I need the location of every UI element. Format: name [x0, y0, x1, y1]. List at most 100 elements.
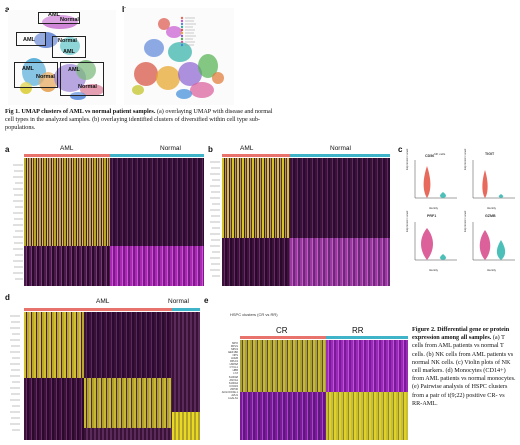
umap-label: AML	[68, 67, 80, 73]
violin-gzmb-plot	[472, 222, 515, 261]
fig2-panel-b-letter: b	[208, 145, 213, 154]
fig2-panel-d-letter: d	[5, 293, 10, 302]
umap-label: Normal	[36, 74, 55, 80]
gene-label: AZU1	[231, 393, 238, 397]
heatmap-d-gene-axis	[8, 312, 22, 440]
heatmap-a	[24, 154, 204, 286]
violin-gzmb-xlabel: Identity	[487, 268, 497, 272]
gene-label: S100A4	[228, 381, 238, 385]
fig2-panel-a-letter: a	[5, 145, 10, 154]
violin-tigit-plot	[472, 160, 515, 199]
violin-gzmb: GZMB Expression Level Identity	[463, 210, 519, 276]
heatmap-a-normal-high	[110, 246, 204, 286]
figure-2-caption: Figure 2. Differential gene or protein e…	[412, 326, 516, 408]
violin-cd56-xlabel: Identity	[429, 206, 439, 210]
gene-label: MPO	[232, 342, 238, 345]
violin-tigit-xlabel: Identity	[487, 206, 497, 210]
fig2-panel-e-letter: e	[204, 296, 209, 305]
gene-label: LDHB	[231, 357, 238, 361]
heatmap-a-normal-title: Normal	[160, 145, 181, 152]
gene-label: S100A8	[228, 375, 238, 379]
umap-cluster-scatter	[132, 18, 224, 99]
heatmap-d-aml-title: AML	[96, 298, 110, 305]
heatmap-e-rr-title: RR	[352, 326, 364, 335]
heatmap-a-aml-low	[24, 246, 110, 286]
gene-label: LYZ	[233, 372, 238, 376]
figure-2-caption-text: (a) T cells from AML patients vs normal …	[412, 334, 516, 407]
umap-box	[16, 32, 46, 46]
gene-label: EEF1B2	[228, 351, 238, 355]
heatmap-e-rr-high	[326, 392, 408, 440]
heatmap-a-gene-ticks	[12, 164, 23, 280]
heatmap-a-aml-high	[24, 158, 110, 246]
heatmap-e-cr-title: CR	[276, 326, 288, 335]
heatmap-d-normal-bar	[172, 308, 200, 311]
umap-box	[14, 62, 58, 88]
violin-prf1: PRF1 Expression Level Identity	[405, 210, 461, 276]
figure-1-caption-text: (a) overlaying UMAP with disease and nor…	[5, 108, 273, 132]
heatmap-b-aml-low	[222, 238, 290, 286]
heatmap-e-cr-bar	[240, 336, 326, 339]
heatmap-b-aml-title: AML	[240, 145, 254, 152]
heatmap-b-gene-axis	[208, 158, 222, 286]
gene-label: MPLS	[230, 345, 238, 349]
violin-cd56-ylabel: Expression Level	[405, 148, 409, 170]
heatmap-d-block	[84, 378, 172, 428]
heatmap-d-block	[172, 412, 200, 440]
umap-label: AML	[23, 37, 35, 43]
heatmap-b-normal-bar	[290, 154, 390, 157]
figure-2-caption-title: Figure 2. Differential gene or protein e…	[412, 326, 510, 342]
heatmap-d-block	[172, 312, 200, 412]
umap-box	[38, 12, 80, 24]
violin-cd56-plot	[414, 160, 457, 199]
heatmap-a-normal-bar	[110, 154, 204, 157]
cluster-legend-swatches	[180, 16, 196, 47]
umap-label: AML	[48, 12, 60, 18]
heatmap-a-normal-low	[110, 158, 204, 246]
gene-label: NPS	[232, 354, 238, 358]
gene-label: ZFP36	[230, 387, 238, 391]
fig1-panel-a-letter: a	[5, 5, 9, 14]
violin-cd56: CD56NK cells Expression Level Identity	[405, 148, 461, 212]
heatmap-b-normal-low	[290, 158, 390, 238]
heatmap-a-aml-bar	[24, 154, 110, 157]
umap-box	[60, 62, 104, 96]
heatmap-b-aml-high	[222, 158, 290, 238]
gene-label: ACGOOOIE.1	[221, 390, 238, 394]
heatmap-b-normal-title: Normal	[330, 145, 351, 152]
figure-1-caption: Fig 1. UMAP clusters of AML vs normal pa…	[5, 108, 275, 133]
violin-tigit-title: TIGIT	[485, 152, 495, 156]
gene-label: HBB	[232, 369, 238, 373]
heatmap-d-block	[24, 378, 84, 440]
violin-gzmb-title: GZMB	[485, 214, 496, 218]
umap-box	[52, 36, 86, 58]
heatmap-d-normal-title: Normal	[168, 298, 189, 305]
heatmap-e-gene-labels: MPO MPLS MPL9 EEF1B2 NPS LDHB RPL19 HSPA…	[204, 342, 239, 440]
gene-label: CYCL1	[229, 366, 238, 370]
heatmap-e-header: HSPC clusters (CR vs RR)	[230, 312, 278, 317]
violin-tigit-ylabel: Expression Level	[463, 148, 467, 170]
gene-label: HSPA8	[229, 363, 238, 367]
gene-label: CXCR4	[229, 384, 238, 388]
heatmap-d-aml-bar	[24, 308, 172, 311]
fig2-panel-c-letter: c	[398, 145, 403, 154]
gene-label: MPL9	[231, 348, 238, 352]
gene-label: ANXA1	[229, 378, 238, 382]
heatmap-b-gene-ticks	[210, 161, 220, 277]
figure-1-caption-title: Fig 1. UMAP clusters of AML vs normal pa…	[5, 108, 156, 115]
cluster-legend	[180, 16, 202, 48]
heatmap-b-normal-high	[290, 238, 390, 286]
violin-gzmb-ylabel: Expression Level	[463, 210, 467, 232]
violin-prf1-ylabel: Expression Level	[405, 210, 409, 232]
heatmap-e-cr-high	[240, 340, 326, 392]
umap-disease-panel: AML Normal AML Normal AML AML AML Normal…	[8, 10, 116, 105]
umap-label: Normal	[60, 17, 79, 23]
violin-cd56-title: CD56NK cells	[425, 152, 446, 159]
umap-label: Normal	[78, 84, 97, 90]
heatmap-e	[240, 336, 408, 440]
umap-label: AML	[63, 49, 75, 55]
heatmap-e-rr-bar	[326, 336, 408, 339]
heatmap-d-gene-ticks	[10, 315, 20, 431]
umap-label: AML	[22, 66, 34, 72]
heatmap-b-aml-bar	[222, 154, 290, 157]
